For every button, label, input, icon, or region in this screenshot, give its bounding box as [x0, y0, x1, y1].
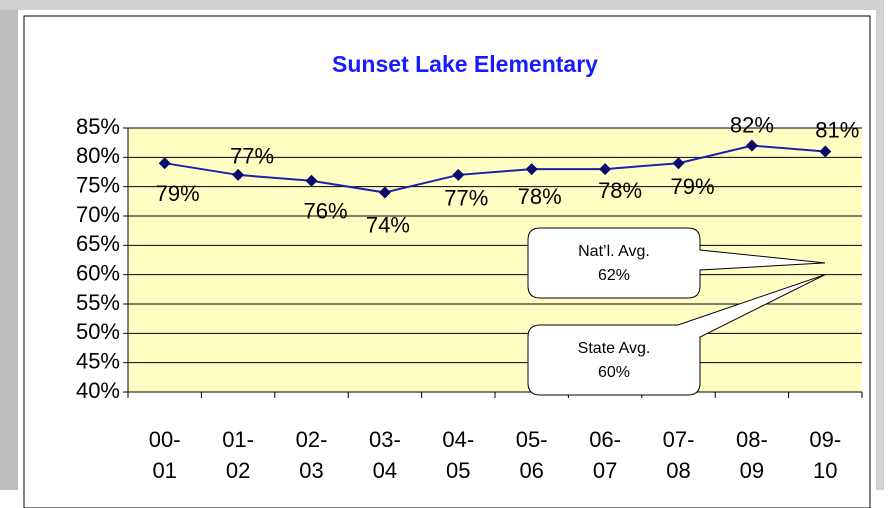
point-marker	[305, 174, 318, 187]
callout-value: 60%	[598, 364, 630, 381]
frame-right	[876, 0, 884, 490]
data-label: 82%	[730, 112, 774, 137]
y-tick-label: 45%	[76, 348, 120, 373]
data-label: 78%	[518, 184, 562, 209]
point-marker	[232, 168, 245, 181]
data-label: 76%	[303, 199, 347, 224]
data-label: 79%	[156, 181, 200, 206]
y-tick-label: 50%	[76, 319, 120, 344]
point-marker	[452, 168, 465, 181]
x-tick-label: 02-03	[295, 427, 328, 483]
callout	[527, 227, 826, 299]
x-tick-label: 03-04	[368, 427, 401, 483]
x-tick-label: 07-08	[662, 427, 695, 483]
y-tick-label: 55%	[76, 290, 120, 315]
point-marker	[599, 163, 612, 176]
callout-value: 62%	[598, 267, 630, 284]
y-tick-label: 65%	[76, 231, 120, 256]
y-tick-label: 75%	[76, 172, 120, 197]
x-tick-label: 01-02	[222, 427, 254, 483]
callout-text: Nat’l. Avg.	[578, 243, 650, 260]
point-marker	[672, 157, 685, 170]
x-tick-label: 06-07	[589, 427, 621, 483]
frame-left	[0, 0, 18, 490]
point-marker	[819, 145, 832, 158]
callout-text: State Avg.	[578, 340, 651, 357]
y-tick-label: 40%	[76, 378, 120, 403]
x-tick-label: 04-05	[442, 427, 475, 483]
x-tick-label: 05-06	[515, 427, 548, 483]
x-tick-label: 00-01	[148, 427, 181, 483]
point-marker	[525, 163, 538, 176]
data-label: 78%	[598, 178, 642, 203]
data-label: 79%	[670, 174, 714, 199]
chart-title: Sunset Lake Elementary	[332, 51, 598, 77]
x-tick-label: 08-09	[735, 427, 768, 483]
callout	[527, 274, 826, 396]
point-marker	[158, 157, 171, 170]
line	[164, 144, 826, 194]
point-marker	[378, 186, 391, 199]
frame-top	[0, 0, 884, 10]
y-tick-label: 85%	[76, 114, 120, 139]
x-tick-label: 09-10	[809, 427, 842, 483]
y-tick-label: 70%	[76, 202, 120, 227]
y-tick-label: 80%	[76, 143, 120, 168]
data-label: 77%	[444, 186, 488, 211]
data-label: 77%	[230, 144, 274, 169]
y-tick-label: 60%	[76, 260, 120, 285]
data-label: 74%	[366, 212, 410, 237]
point-marker	[745, 139, 758, 152]
data-label: 81%	[815, 117, 859, 142]
